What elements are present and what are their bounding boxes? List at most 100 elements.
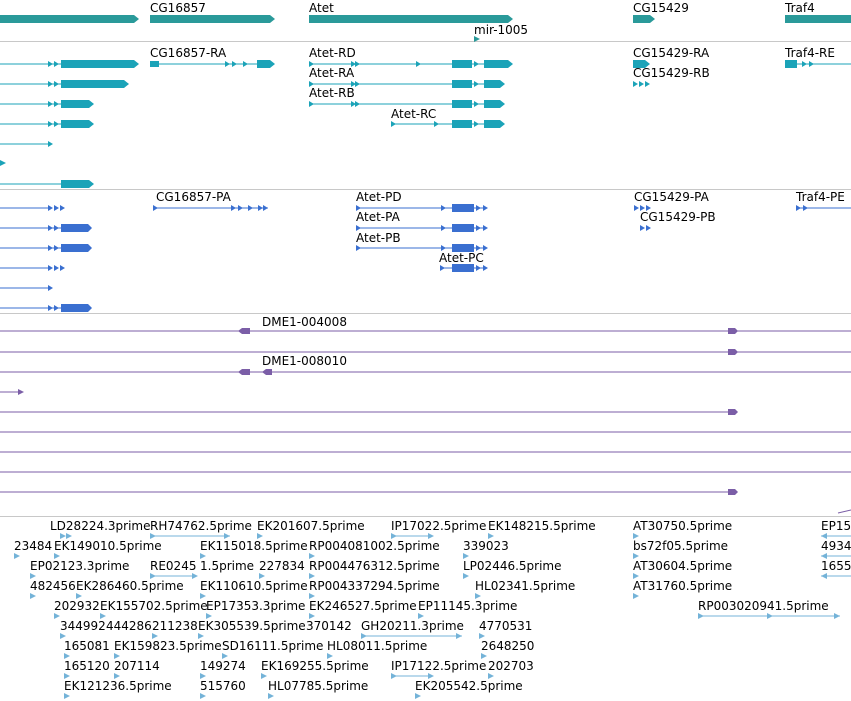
est-label: 211238 (152, 619, 198, 633)
gene-feature[interactable] (785, 15, 851, 23)
protein-label: CG16857-PA (156, 190, 232, 204)
est-label: 149274 (200, 659, 246, 673)
est-label: 344992 (60, 619, 106, 633)
gene-feature[interactable] (150, 15, 275, 23)
cdna-feature[interactable] (728, 409, 738, 415)
est-label: EK155702.5prime (100, 599, 208, 613)
transcript-track: CG16857-RA Atet-RD Atet-RA Atet-RB Atet-… (0, 46, 851, 188)
gene-feature[interactable] (309, 15, 513, 23)
est-label: EK169255.5prime (261, 659, 369, 673)
est-label: bs72f05.5prime (633, 539, 728, 553)
transcript-exon[interactable] (61, 60, 139, 68)
est-label: 4770531 (479, 619, 532, 633)
est-label: SD16111.5prime (222, 639, 323, 653)
transcript-label: Atet-RB (309, 86, 355, 100)
protein-exon[interactable] (153, 205, 268, 211)
est-label: EP17353.3prime (206, 599, 305, 613)
separator (0, 516, 851, 517)
transcript-exon[interactable] (150, 61, 159, 67)
gene-feature[interactable] (633, 15, 655, 23)
cdna-feature[interactable] (238, 369, 250, 375)
gene-label: CG16857 (150, 1, 206, 15)
protein-track: CG16857-PA Atet-PD Atet-PA Atet-PB Atet-… (0, 190, 851, 312)
est-label: AT30750.5prime (633, 519, 732, 533)
separator (0, 313, 851, 314)
est-label: 2648250 (481, 639, 534, 653)
est-label: 165120 (64, 659, 110, 673)
gene-label: Traf4 (784, 1, 815, 15)
transcript-label: CG15429-RA (633, 46, 710, 60)
est-label: EP02123.3prime (30, 559, 129, 573)
cdna-feature[interactable] (728, 328, 738, 334)
protein-exon[interactable] (61, 244, 92, 252)
protein-label: CG15429-PB (640, 210, 716, 224)
est-label: EK246527.5prime (309, 599, 417, 613)
est-label: 1.5prime (200, 559, 254, 573)
gene-label: CG15429 (633, 1, 689, 15)
est-label: AT30604.5prime (633, 559, 732, 573)
est-label: 202932 (54, 599, 100, 613)
est-label: EK110610.5prime (200, 579, 308, 593)
transcript-exon[interactable] (785, 60, 797, 68)
protein-exon[interactable] (634, 205, 651, 211)
transcript-exon[interactable] (484, 120, 505, 128)
protein-label: Atet-PB (356, 231, 401, 245)
cdna-feature[interactable] (238, 328, 250, 334)
transcript-exon[interactable] (61, 100, 94, 108)
gene-label: Atet (309, 1, 334, 15)
transcript-exon[interactable] (61, 120, 94, 128)
protein-label: CG15429-PA (634, 190, 710, 204)
protein-exon[interactable] (640, 225, 651, 231)
est-label: LP02446.5prime (463, 559, 562, 573)
transcript-exon[interactable] (633, 60, 650, 68)
est-label: EK305539.5prime (198, 619, 306, 633)
gene-label: mir-1005 (474, 23, 528, 37)
gene-feature[interactable] (0, 15, 139, 23)
transcript-label: Atet-RC (391, 107, 436, 121)
transcript-exon[interactable] (452, 120, 472, 128)
est-label: HL02341.5prime (475, 579, 575, 593)
est-label: EK121236.5prime (64, 679, 172, 693)
protein-exon[interactable] (452, 224, 474, 232)
est-track: LD28224.3prime RH74762.5prime EK201607.5… (14, 519, 851, 699)
est-label: EP11145.3prime (418, 599, 517, 613)
transcript-exon[interactable] (484, 100, 505, 108)
transcript-exon[interactable] (61, 80, 129, 88)
transcript-exon[interactable] (633, 81, 650, 87)
protein-exon[interactable] (61, 224, 92, 232)
transcript-exon[interactable] (61, 180, 94, 188)
est-label: HL07785.5prime (268, 679, 368, 693)
protein-exon[interactable] (452, 204, 474, 212)
protein-exon[interactable] (796, 205, 808, 211)
cdna-label: DME1-004008 (262, 315, 347, 329)
est-label: LD28224.3prime (50, 519, 151, 533)
transcript-exon[interactable] (452, 100, 472, 108)
est-label: 482456 (30, 579, 76, 593)
est-label: RP004337294.5prime (309, 579, 440, 593)
transcript-label: CG15429-RB (633, 66, 710, 80)
cdna-feature[interactable] (728, 349, 738, 355)
transcript-label: Atet-RA (309, 66, 355, 80)
protein-exon[interactable] (452, 244, 474, 252)
transcript-exon[interactable] (484, 80, 505, 88)
est-label: RH74762.5prime (150, 519, 252, 533)
transcript-exon[interactable] (484, 60, 513, 68)
est-label: 444286 (106, 619, 152, 633)
est-label: EK201607.5prime (257, 519, 365, 533)
transcript-label: Atet-RD (309, 46, 356, 60)
est-label: RP004081002.5prime (309, 539, 440, 553)
est-label: 207114 (114, 659, 160, 673)
transcript-exon[interactable] (452, 80, 472, 88)
gene-track: CG16857 Atet mir-1005 CG15429 Traf4 (0, 1, 851, 42)
transcript-exon[interactable] (452, 60, 472, 68)
protein-exon[interactable] (61, 304, 92, 312)
protein-exon[interactable] (452, 264, 474, 272)
est-label: GH20211.3prime (361, 619, 464, 633)
transcript-exon[interactable] (257, 60, 275, 68)
est-label: IP17122.5prime (391, 659, 486, 673)
cdna-feature[interactable] (728, 489, 738, 495)
gene-feature[interactable] (474, 36, 480, 42)
cdna-feature[interactable] (262, 369, 272, 375)
